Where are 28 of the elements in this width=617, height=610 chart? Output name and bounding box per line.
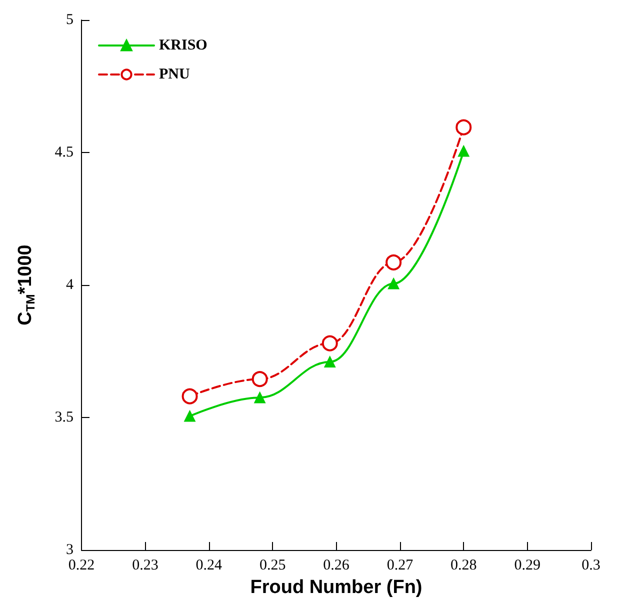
point (252, 371, 268, 388)
y-tick-label: 5 (66, 12, 74, 28)
x-tick-label: 0.28 (450, 558, 477, 574)
x-tick-label: 0.27 (386, 558, 414, 574)
point (184, 410, 196, 422)
point (388, 278, 400, 290)
point (386, 254, 402, 270)
legend-label: PNU (159, 66, 190, 82)
point (182, 388, 198, 404)
x-tick-label: 0.23 (132, 558, 158, 574)
point (456, 119, 472, 136)
point (254, 392, 266, 404)
point (324, 356, 336, 368)
x-axis-title: Froud Number (Fn) (250, 577, 422, 598)
x-tick-label: 0.22 (68, 558, 95, 574)
y-tick-label: 3 (66, 542, 74, 558)
x-tick-label: 0.26 (323, 558, 350, 574)
point (458, 146, 470, 157)
y-tick-label: 3.5 (54, 410, 74, 426)
y-tick-label: 4 (66, 277, 74, 293)
x-tick-label: 0.29 (514, 558, 540, 574)
x-tick-label: 0.25 (259, 558, 286, 574)
legend-label: KRISO (159, 38, 208, 54)
point (322, 335, 338, 352)
y-axis-title: CTM*1000 (15, 244, 38, 326)
x-tick-label: 0.24 (196, 558, 222, 574)
y-tick-label: 4.5 (54, 144, 74, 160)
x-tick-label: 0.3 (582, 558, 600, 574)
